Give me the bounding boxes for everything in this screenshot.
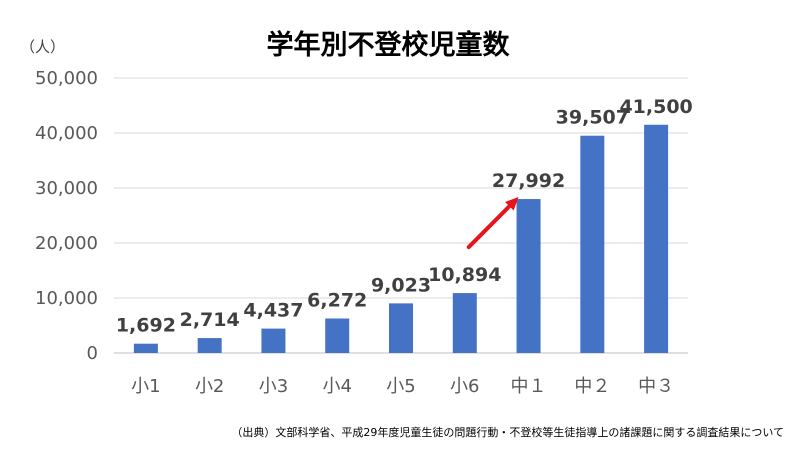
data-label: 6,272 [307,290,367,312]
x-category-label: 小1 [131,376,160,397]
bar [644,124,669,353]
bar [261,328,286,353]
data-label: 39,507 [556,107,629,129]
y-axis-unit-label: （人） [20,38,65,56]
annotation-layer [466,197,519,250]
y-axis-ticks: 0 10,000 20,000 30,000 40,000 50,000 [35,68,98,364]
bar [516,199,541,353]
data-label: 27,992 [492,170,565,192]
bars [133,124,669,353]
y-tick-label: 10,000 [35,288,98,309]
x-category-label: 小3 [259,376,288,397]
bar [389,303,413,353]
data-label: 1,692 [116,315,176,337]
data-label: 9,023 [371,274,431,296]
x-category-label: 小5 [386,376,415,397]
data-label: 10,894 [428,264,501,286]
red-arrow-shaft [466,204,512,250]
x-category-label: 中２ [574,376,610,397]
source-note: （出典）文部科学省、平成29年度児童生徒の問題行動・不登校等生徒指導上の諸課題に… [231,425,784,439]
bar [452,293,477,353]
y-tick-label: 20,000 [35,233,98,254]
chart-title: 学年別不登校児童数 [267,29,511,61]
red-arrow-head [505,197,519,211]
x-category-label: 小4 [322,376,351,397]
x-category-label: 中１ [511,376,547,397]
bar [133,343,158,353]
y-tick-label: 40,000 [35,123,98,144]
x-category-label: 小2 [195,376,224,397]
data-label: 4,437 [243,300,303,322]
bar [325,318,350,353]
y-tick-label: 0 [87,343,98,364]
bar [197,338,222,353]
y-tick-label: 30,000 [35,178,98,199]
x-axis-categories: 小1 小2 小3 小4 小5 小6 中１ 中２ 中３ [131,376,674,397]
bar [580,135,605,353]
data-label: 41,500 [619,96,692,118]
y-tick-label: 50,000 [35,68,98,89]
x-category-label: 小6 [450,376,479,397]
x-category-label: 中３ [638,376,674,397]
data-label: 2,714 [180,309,240,331]
